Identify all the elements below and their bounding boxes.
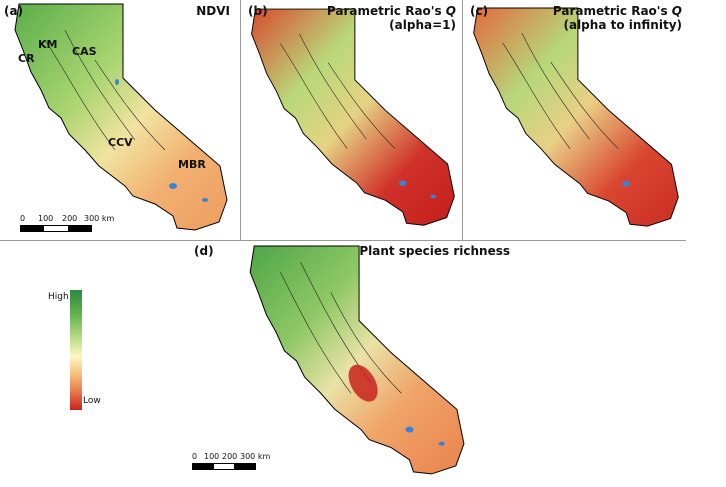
scale-label: 200 [62, 214, 78, 223]
scale-label: 200 [222, 452, 238, 461]
panel-d-plant-species-richness: (d) Plant species richness 0 100 200 300… [186, 242, 516, 484]
panel-c-raos-q-alpha-infinity: (c) Parametric Rao's Q (alpha to infinit… [464, 0, 686, 240]
legend-low-label: Low [83, 396, 101, 406]
lake [115, 79, 119, 85]
panel-divider [462, 0, 463, 240]
lake [398, 180, 407, 186]
scale-label: 100 [204, 452, 220, 461]
map-ndvi [0, 0, 240, 240]
region-label-cr: CR [18, 52, 35, 65]
legend-color-ramp [70, 290, 82, 410]
lake [405, 426, 414, 433]
map-raos-q-alpha-infinity [464, 0, 686, 240]
panel-tag: (d) [194, 244, 214, 258]
scale-label: 0 [192, 452, 198, 461]
panel-title: NDVI [196, 4, 230, 18]
lake [169, 183, 177, 189]
map-plant-species-richness [249, 245, 465, 475]
scale-bar: 0 100 200 300 km [20, 214, 114, 232]
region-label-km: KM [38, 38, 58, 51]
scale-label: 300 km [84, 214, 115, 223]
ecoregion-boundary [280, 33, 396, 149]
lake [430, 194, 437, 199]
panel-tag: (b) [248, 4, 268, 18]
panel-title: Parametric Rao's Q (alpha to infinity) [552, 4, 682, 32]
panel-tag: (c) [470, 4, 489, 18]
ecoregion-boundary [502, 33, 619, 150]
scale-bar: 0 100 200 300 km [192, 452, 270, 470]
lake [202, 198, 208, 202]
lake [438, 441, 445, 446]
legend-high-label: High [48, 292, 69, 302]
ecoregion-boundary [44, 29, 166, 151]
panel-title: Plant species richness [359, 244, 510, 258]
panel-tag: (a) [4, 4, 24, 18]
scale-label: 300 km [240, 452, 271, 461]
lake [622, 180, 631, 187]
region-label-cas: CAS [72, 45, 97, 58]
region-label-mbr: MBR [178, 158, 206, 171]
row-divider [0, 240, 686, 241]
low-richness-area [348, 364, 378, 402]
panel-a-ndvi: (a) NDVI CR KM CAS CCV MBR 0 100 200 300… [0, 0, 240, 240]
map-raos-q-alpha1 [242, 0, 462, 240]
panel-divider [240, 0, 241, 240]
region-label-ccv: CCV [108, 136, 133, 149]
panel-title: Parametric Rao's Q (alpha=1) [326, 4, 456, 32]
panel-b-raos-q-alpha1: (b) Parametric Rao's Q (alpha=1) [242, 0, 462, 240]
scale-label: 100 [38, 214, 54, 223]
scale-label: 0 [20, 214, 26, 223]
